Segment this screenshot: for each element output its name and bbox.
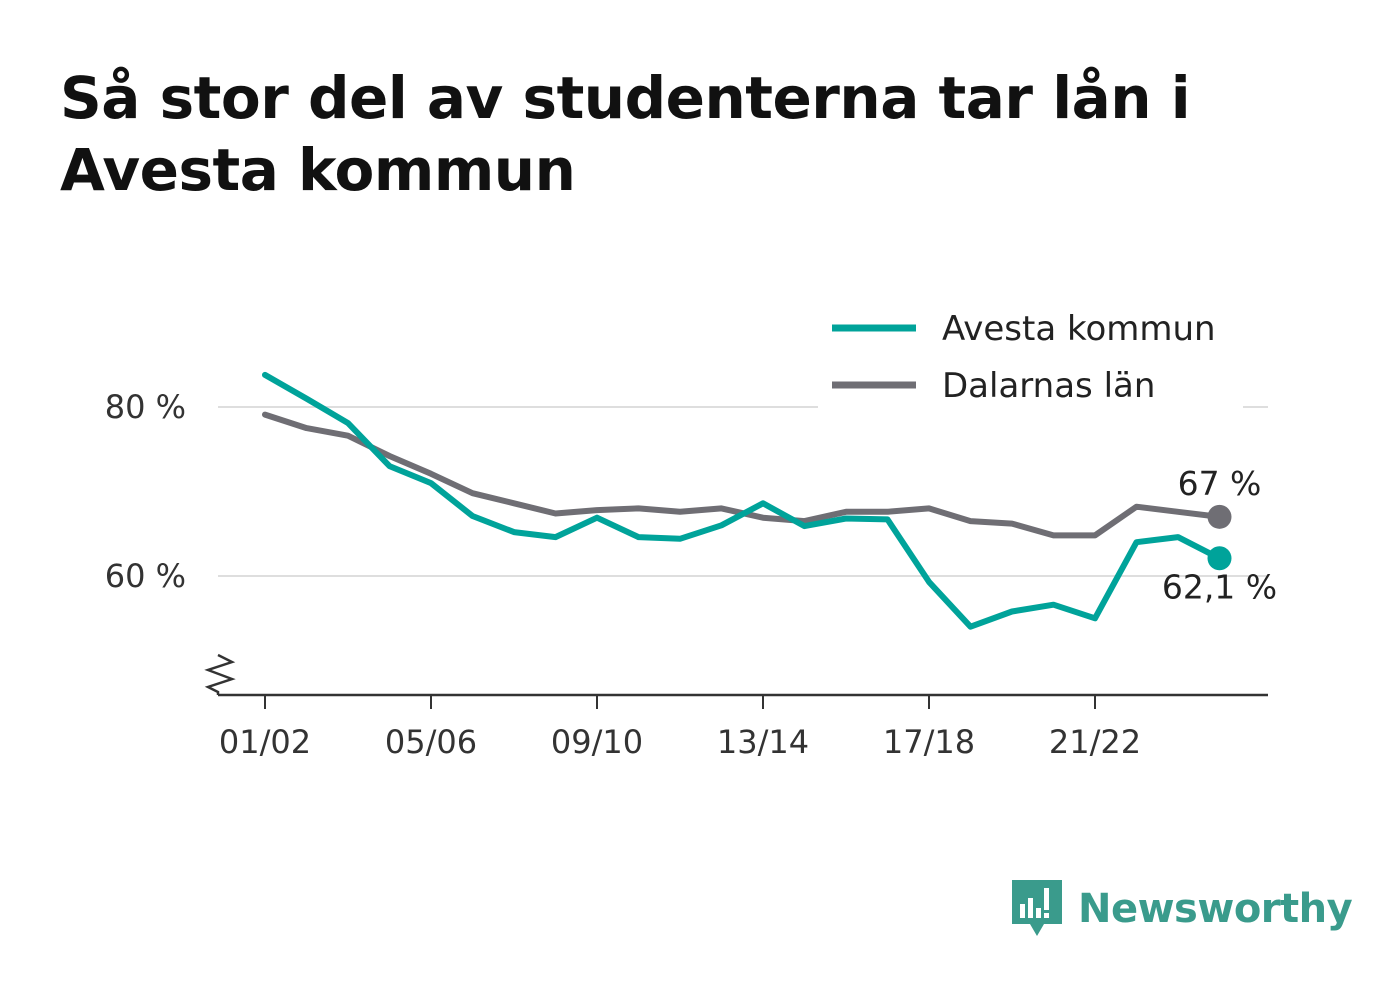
y-tick-label: 60 % bbox=[105, 557, 186, 595]
axis-break-mark bbox=[204, 653, 236, 695]
brand-name: Newsworthy bbox=[1078, 886, 1353, 932]
gridlines bbox=[218, 406, 1268, 577]
legend: Avesta kommun Dalarnas län bbox=[818, 300, 1243, 412]
legend-label: Avesta kommun bbox=[942, 309, 1216, 349]
end-value-label: 62,1 % bbox=[1162, 567, 1277, 606]
end-labels: 62,1 % 67 % bbox=[1162, 464, 1277, 606]
series-lines bbox=[262, 371, 1232, 630]
x-tick-label: 13/14 bbox=[717, 723, 809, 761]
legend-label: Dalarnas län bbox=[942, 366, 1155, 406]
series-end-point bbox=[1207, 504, 1232, 529]
newsworthy-logo: Newsworthy bbox=[1010, 878, 1353, 940]
x-tick-label: 01/02 bbox=[219, 723, 311, 761]
x-tick-label: 21/22 bbox=[1049, 723, 1141, 761]
series-end-point bbox=[1207, 546, 1232, 571]
x-tick-label: 09/10 bbox=[551, 723, 643, 761]
y-tick-label: 80 % bbox=[105, 388, 186, 426]
x-tick-label: 17/18 bbox=[883, 723, 975, 761]
series-line bbox=[262, 371, 1223, 630]
legend-background bbox=[818, 300, 1243, 412]
end-value-label: 67 % bbox=[1178, 464, 1262, 503]
chart-title: Så stor del av studenterna tar lån i Ave… bbox=[60, 64, 1191, 204]
x-tick-label: 05/06 bbox=[385, 723, 477, 761]
y-axis-ticks: 60 % 80 % bbox=[105, 388, 186, 595]
x-axis: 01/02 05/06 09/10 13/14 17/18 21/22 bbox=[204, 653, 1268, 761]
newsworthy-icon bbox=[1012, 880, 1062, 936]
